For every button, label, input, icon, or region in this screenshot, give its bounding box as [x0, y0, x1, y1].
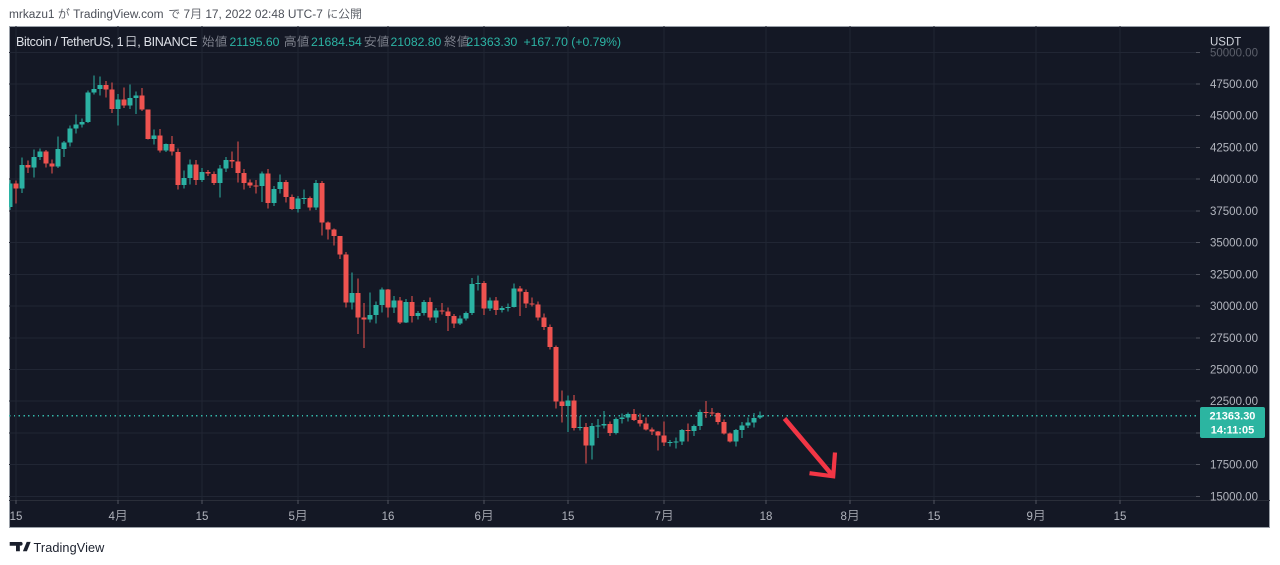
svg-text:15: 15 — [1114, 511, 1127, 523]
svg-text:9: 9 — [1027, 511, 1033, 523]
svg-text:15: 15 — [562, 511, 575, 523]
svg-text:32500.00: 32500.00 — [1210, 269, 1258, 281]
svg-text:21082.80: 21082.80 — [391, 35, 442, 49]
svg-text:30000.00: 30000.00 — [1210, 301, 1258, 313]
svg-text:17, 2022 02:48 UTC-7: 17, 2022 02:48 UTC-7 — [205, 7, 323, 21]
svg-text:27500.00: 27500.00 — [1210, 333, 1258, 345]
svg-text:21363.30: 21363.30 — [467, 35, 518, 49]
svg-text:6: 6 — [475, 511, 481, 523]
svg-text:40000.00: 40000.00 — [1210, 174, 1258, 186]
svg-text:25000.00: 25000.00 — [1210, 364, 1258, 376]
svg-text:16: 16 — [382, 511, 395, 523]
svg-text:USDT: USDT — [1210, 37, 1241, 49]
svg-text:15: 15 — [10, 511, 23, 523]
svg-text:21195.60: 21195.60 — [230, 35, 280, 49]
svg-text:Bitcoin / TetherUS, 1: Bitcoin / TetherUS, 1 — [16, 35, 124, 49]
svg-text:8: 8 — [841, 511, 847, 523]
svg-text:mrkazu1: mrkazu1 — [9, 7, 55, 21]
svg-text:47500.00: 47500.00 — [1210, 79, 1258, 91]
svg-text:7: 7 — [655, 511, 661, 523]
svg-text:, BINANCE: , BINANCE — [137, 35, 197, 49]
svg-text:21363.30: 21363.30 — [1210, 410, 1256, 422]
svg-text:22500.00: 22500.00 — [1210, 396, 1258, 408]
svg-text:TradingView.com: TradingView.com — [73, 7, 164, 21]
svg-text:+167.70 (+0.79%): +167.70 (+0.79%) — [524, 35, 622, 49]
svg-text:4: 4 — [109, 511, 116, 523]
svg-text:TradingView: TradingView — [34, 541, 106, 555]
svg-text:45000.00: 45000.00 — [1210, 111, 1258, 123]
svg-text:15: 15 — [196, 511, 209, 523]
svg-text:18: 18 — [760, 511, 773, 523]
svg-text:21684.54: 21684.54 — [311, 35, 362, 49]
svg-text:15: 15 — [928, 511, 941, 523]
svg-text:42500.00: 42500.00 — [1210, 142, 1258, 154]
svg-text:7: 7 — [184, 7, 191, 21]
svg-text:35000.00: 35000.00 — [1210, 238, 1258, 250]
svg-text:17500.00: 17500.00 — [1210, 460, 1258, 472]
svg-text:37500.00: 37500.00 — [1210, 206, 1258, 218]
svg-text:15000.00: 15000.00 — [1210, 491, 1258, 503]
svg-text:50000.00: 50000.00 — [1210, 47, 1258, 59]
svg-text:5: 5 — [289, 511, 295, 523]
svg-text:14:11:05: 14:11:05 — [1211, 424, 1254, 436]
